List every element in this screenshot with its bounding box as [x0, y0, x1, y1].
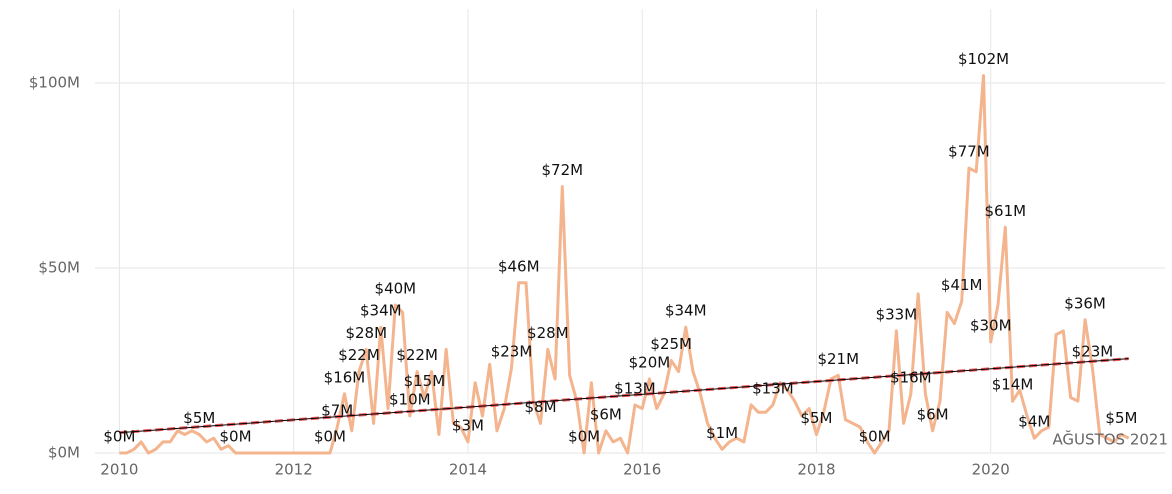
data-label: $34M [360, 302, 402, 320]
data-label: $22M [396, 346, 438, 364]
x-tick-label: 2012 [275, 461, 313, 479]
annotation: AĞUSTOS 2021 [1052, 430, 1168, 449]
data-label: $72M [542, 161, 584, 179]
data-label: $16M [324, 368, 366, 386]
data-label: $3M [452, 416, 484, 434]
data-label: $0M [103, 428, 135, 446]
data-label: $8M [524, 398, 556, 416]
data-label: $14M [992, 376, 1034, 394]
trend-line-thin [119, 358, 1129, 434]
y-tick-label: $0M [48, 444, 80, 462]
data-label: $23M [1072, 342, 1114, 360]
data-label: $34M [665, 302, 707, 320]
x-tick-label: 2010 [100, 461, 138, 479]
data-label: $5M [800, 409, 832, 427]
data-label: $0M [314, 428, 346, 446]
data-label: $16M [890, 368, 932, 386]
data-line [119, 74, 1130, 455]
x-tick-label: 2020 [972, 461, 1010, 479]
data-label: $41M [941, 276, 983, 294]
data-label: $20M [629, 354, 671, 372]
data-label: $25M [650, 335, 692, 353]
data-label: $36M [1064, 294, 1106, 312]
data-label: $13M [614, 379, 656, 397]
data-label: $102M [958, 50, 1009, 68]
data-label: $40M [375, 280, 417, 298]
data-label: $15M [404, 372, 446, 390]
y-tick-label: $100M [29, 74, 80, 92]
y-tick-label: $50M [38, 259, 80, 277]
x-tick-label: 2018 [797, 461, 835, 479]
x-tick-label: 2016 [623, 461, 661, 479]
data-label: $21M [817, 350, 859, 368]
data-label: $13M [752, 379, 794, 397]
data-label: $6M [917, 405, 949, 423]
data-label: $22M [338, 346, 380, 364]
data-label: $77M [948, 143, 990, 161]
data-label: $5M [1105, 409, 1137, 427]
data-label: $61M [984, 202, 1026, 220]
x-tick-label: 2014 [449, 461, 487, 479]
data-label: $23M [491, 342, 533, 360]
data-label: $5M [183, 409, 215, 427]
data-label: $0M [568, 428, 600, 446]
data-label: $28M [345, 324, 387, 342]
data-label: $46M [498, 257, 540, 275]
data-label: $0M [859, 428, 891, 446]
data-label: $6M [590, 405, 622, 423]
data-label: $28M [527, 324, 569, 342]
data-label: $33M [876, 305, 918, 323]
data-label: $10M [389, 391, 431, 409]
data-label: $1M [706, 424, 738, 442]
data-label: $7M [321, 402, 353, 420]
data-label: $30M [970, 317, 1012, 335]
data-label: $4M [1018, 413, 1050, 431]
data-label: $0M [220, 428, 252, 446]
